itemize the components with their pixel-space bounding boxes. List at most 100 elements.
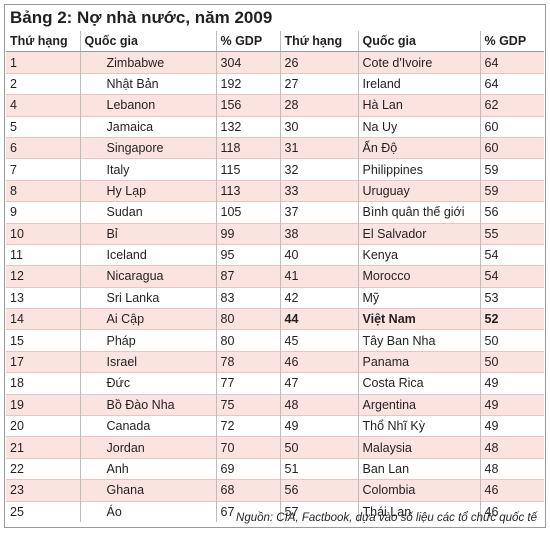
gdp-cell: 54 <box>480 243 544 266</box>
gdp-cell: 304 <box>216 51 281 74</box>
country-cell: Jamaica <box>80 115 217 138</box>
gdp-cell: 56 <box>480 201 544 224</box>
gdp-cell: 80 <box>216 308 281 330</box>
rank-cell: 20 <box>6 415 81 437</box>
rank-cell: 44 <box>280 308 359 330</box>
country-cell: Colombia <box>358 479 481 502</box>
source-note: Nguồn: CIA, Factbook, dựa vào số liệu cá… <box>236 512 537 524</box>
rank-cell: 15 <box>6 329 81 352</box>
table-row: 13 Sri Lanka 83 42 Mỹ 53 <box>6 286 544 309</box>
gdp-cell: 49 <box>480 372 544 395</box>
country-cell: El Salvador <box>358 222 481 245</box>
country-cell: Bình quân thế giới <box>358 201 481 224</box>
country-cell: Philippines <box>358 158 481 181</box>
table-row: 19 Bồ Đào Nha 75 48 Argentina 49 <box>6 393 544 416</box>
header-gdp-right: % GDP <box>480 31 544 53</box>
gdp-cell: 60 <box>480 115 544 138</box>
gdp-cell: 115 <box>216 158 281 181</box>
gdp-cell: 55 <box>480 222 544 245</box>
gdp-cell: 46 <box>480 500 544 522</box>
header-country-left: Quốc gia <box>80 31 217 53</box>
rank-cell: 10 <box>6 222 81 245</box>
table-row: 2 Nhật Bản 192 27 Ireland 64 <box>6 72 544 95</box>
rank-cell: 6 <box>6 136 81 159</box>
country-cell: Argentina <box>358 393 481 416</box>
country-cell: Kenya <box>358 243 481 266</box>
rank-cell: 9 <box>6 201 81 224</box>
rank-cell: 48 <box>280 393 359 416</box>
rank-cell: 30 <box>280 115 359 138</box>
rank-cell: 41 <box>280 265 359 288</box>
table-row: 14 Ai Cập 80 44 Việt Nam 52 <box>6 308 544 330</box>
gdp-cell: 68 <box>216 479 281 502</box>
country-cell: Ai Cập <box>80 308 217 330</box>
rank-cell: 50 <box>280 436 359 459</box>
country-cell: Áo <box>80 500 217 522</box>
table-row: 7 Italy 115 32 Philippines 59 <box>6 158 544 181</box>
gdp-cell: 99 <box>216 222 281 245</box>
gdp-cell: 80 <box>216 329 281 352</box>
country-cell: Singapore <box>80 136 217 159</box>
country-cell: Ấn Độ <box>358 136 481 159</box>
country-cell: Cote d'Ivoire <box>358 51 481 74</box>
gdp-cell: 59 <box>480 158 544 181</box>
rank-cell: 22 <box>6 457 81 480</box>
rank-cell: 8 <box>6 179 81 202</box>
gdp-cell: 192 <box>216 72 281 95</box>
country-cell: Tây Ban Nha <box>358 329 481 352</box>
gdp-cell: 54 <box>480 265 544 288</box>
table-row: 21 Jordan 70 50 Malaysia 48 <box>6 436 544 459</box>
table-row: 25 Áo 67 57 Thái Lan 46 <box>6 500 544 522</box>
header-country-right: Quốc gia <box>358 31 481 53</box>
public-debt-table: Thứ hạng Quốc gia % GDP Thứ hạng Quốc gi… <box>6 31 544 522</box>
country-cell: Costa Rica <box>358 372 481 395</box>
rank-cell: 38 <box>280 222 359 245</box>
table-header-row: Thứ hạng Quốc gia % GDP Thứ hạng Quốc gi… <box>6 31 544 53</box>
rank-cell: 45 <box>280 329 359 352</box>
rank-cell: 40 <box>280 243 359 266</box>
rank-cell: 4 <box>6 94 81 117</box>
country-cell: Israel <box>80 350 217 373</box>
table-row: 9 Sudan 105 37 Bình quân thế giới 56 <box>6 201 544 224</box>
country-cell: Zimbabwe <box>80 51 217 74</box>
rank-cell: 51 <box>280 457 359 480</box>
gdp-cell: 59 <box>480 179 544 202</box>
table-row: 1 Zimbabwe 304 26 Cote d'Ivoire 64 <box>6 51 544 74</box>
gdp-cell: 72 <box>216 415 281 437</box>
table-title: Bảng 2: Nợ nhà nước, năm 2009 <box>10 8 273 27</box>
header-rank-right: Thứ hạng <box>280 31 359 53</box>
gdp-cell: 95 <box>216 243 281 266</box>
rank-cell: 1 <box>6 51 81 74</box>
rank-cell: 31 <box>280 136 359 159</box>
gdp-cell: 48 <box>480 436 544 459</box>
rank-cell: 25 <box>6 500 81 522</box>
country-cell: Thổ Nhĩ Kỳ <box>358 415 481 437</box>
gdp-cell: 49 <box>480 393 544 416</box>
gdp-cell: 60 <box>480 136 544 159</box>
rank-cell: 33 <box>280 179 359 202</box>
gdp-cell: 69 <box>216 457 281 480</box>
rank-cell: 7 <box>6 158 81 181</box>
country-cell: Mỹ <box>358 286 481 309</box>
table-row: 18 Đức 77 47 Costa Rica 49 <box>6 372 544 395</box>
rank-cell: 26 <box>280 51 359 74</box>
table-row: 10 Bỉ 99 38 El Salvador 55 <box>6 222 544 245</box>
rank-cell: 46 <box>280 350 359 373</box>
country-cell: Jordan <box>80 436 217 459</box>
country-cell: Na Uy <box>358 115 481 138</box>
rank-cell: 14 <box>6 308 81 330</box>
rank-cell: 32 <box>280 158 359 181</box>
gdp-cell: 77 <box>216 372 281 395</box>
gdp-cell: 118 <box>216 136 281 159</box>
country-cell: Panama <box>358 350 481 373</box>
country-cell: Iceland <box>80 243 217 266</box>
table-row: 20 Canada 72 49 Thổ Nhĩ Kỳ 49 <box>6 415 544 437</box>
country-cell: Ireland <box>358 72 481 95</box>
gdp-cell: 75 <box>216 393 281 416</box>
country-cell: Nicaragua <box>80 265 217 288</box>
gdp-cell: 62 <box>480 94 544 117</box>
rank-cell: 17 <box>6 350 81 373</box>
country-cell: Thái Lan <box>358 500 481 522</box>
gdp-cell: 78 <box>216 350 281 373</box>
country-cell: Đức <box>80 372 217 395</box>
